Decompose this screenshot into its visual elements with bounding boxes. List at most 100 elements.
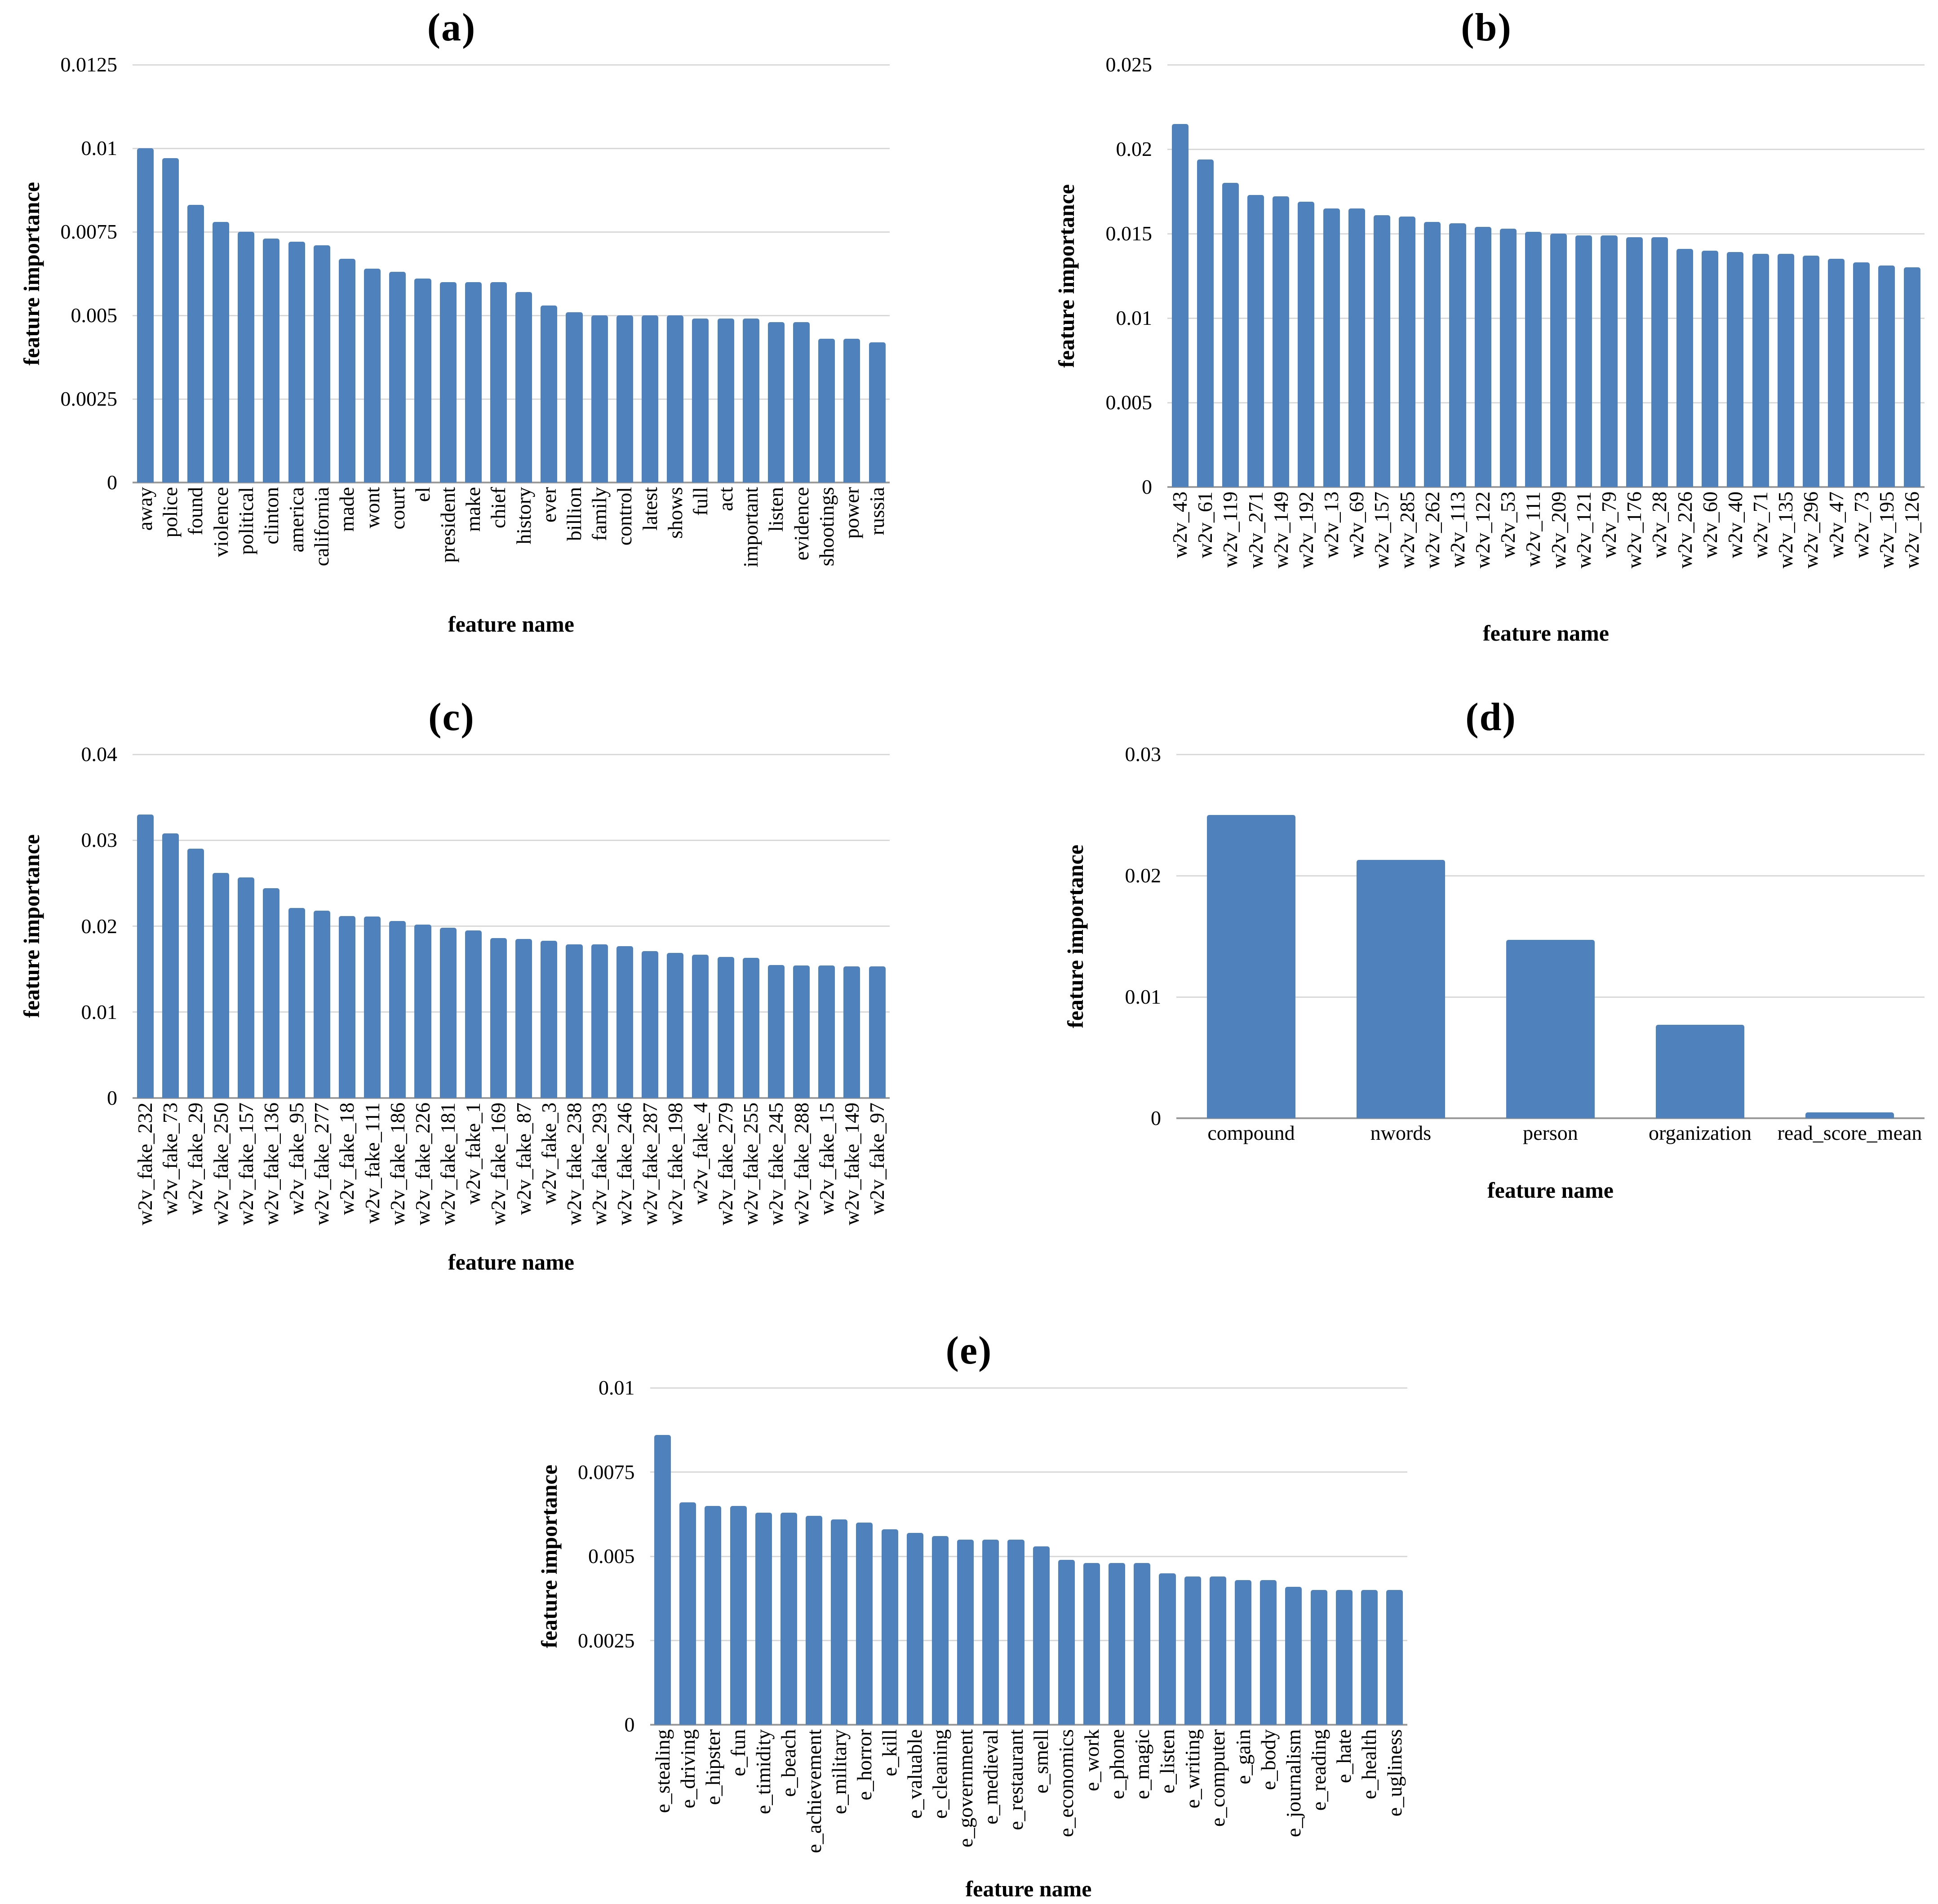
bar-slot: [1698, 65, 1723, 487]
x-tick: w2v_fake_136: [259, 1103, 284, 1225]
bar: [1601, 235, 1618, 487]
x-tick: power: [839, 487, 865, 539]
bar: [1184, 1576, 1201, 1725]
bar-slot: [1369, 65, 1394, 487]
bar-slot: [839, 754, 865, 1098]
x-tick: w2v_43: [1167, 491, 1193, 558]
chart-c-plot-col: w2v_fake_232 w2v_fake_73 w2v_fake_29 w2v_fa…: [133, 753, 890, 1275]
bar: [137, 148, 154, 483]
bar-slot: [183, 65, 208, 483]
x-tick-label: latest: [638, 487, 661, 531]
x-tick: russia: [865, 487, 890, 535]
bar-slot: [1357, 1388, 1382, 1725]
bar: [667, 315, 684, 483]
x-tick-label: w2v_113: [1446, 491, 1469, 568]
y-tick-label: 0: [1151, 1107, 1161, 1129]
bar: [541, 305, 558, 483]
x-tick-label: clinton: [259, 487, 283, 545]
bar: [831, 1519, 848, 1725]
bar: [1777, 254, 1794, 487]
x-tick: w2v_fake_293: [587, 1103, 612, 1225]
bar: [1525, 232, 1542, 487]
bar: [414, 279, 431, 483]
bar: [1083, 1563, 1100, 1725]
x-tick-label: w2v_79: [1597, 491, 1620, 558]
x-tick: w2v_121: [1571, 491, 1597, 568]
bar: [957, 1539, 974, 1725]
y-tick-label: 0.005: [588, 1545, 635, 1567]
bar-slot: [133, 754, 158, 1098]
bar: [881, 1529, 898, 1725]
x-tick: w2v_fake_232: [133, 1103, 158, 1225]
bar: [767, 322, 785, 483]
bar: [1802, 255, 1819, 487]
x-tick-label: billion: [563, 487, 585, 541]
x-tick: e_smell: [1029, 1729, 1054, 1793]
x-tick-label: w2v_71: [1749, 491, 1772, 558]
bar-slot: [1382, 1388, 1407, 1725]
x-tick-label: control: [613, 487, 636, 546]
x-tick-label: w2v_fake_87: [512, 1103, 535, 1215]
x-tick: court: [385, 487, 410, 530]
x-tick: e_reading: [1306, 1729, 1331, 1811]
bar-slot: [1104, 1388, 1130, 1725]
x-tick-label: person: [1523, 1121, 1578, 1144]
x-tick-label: w2v_fake_3: [537, 1103, 560, 1205]
x-tick: e_achievement: [802, 1729, 827, 1853]
x-tick: e_government: [953, 1729, 978, 1847]
bar: [641, 315, 659, 483]
y-tick-label: 0.01: [81, 137, 118, 159]
chart-e-bars: [650, 1388, 1407, 1725]
x-tick-label: important: [739, 487, 763, 567]
x-tick-label: family: [588, 487, 611, 541]
bar: [1209, 1576, 1226, 1725]
bar-slot: [814, 65, 839, 483]
bar-slot: [284, 65, 309, 483]
chart-e-ylabel-col: feature importance: [531, 1388, 567, 1725]
bar-slot: [1597, 65, 1622, 487]
chart-a-bars: [133, 65, 890, 483]
bar-slot: [675, 1388, 701, 1725]
x-tick: w2v_fake_149: [839, 1103, 865, 1225]
bar: [931, 1536, 949, 1725]
y-tick-label: 0.02: [81, 914, 118, 938]
bar: [616, 315, 633, 483]
x-tick-label: w2v_fake_181: [436, 1103, 460, 1226]
bar-slot: [612, 754, 637, 1098]
x-tick: e_journalism: [1281, 1729, 1306, 1837]
x-tick: el: [410, 487, 435, 502]
x-tick: found: [183, 487, 208, 535]
x-tick: full: [688, 487, 713, 516]
x-tick-label: e_kill: [878, 1729, 901, 1776]
x-tick-label: president: [436, 487, 460, 563]
bar-slot: [208, 65, 234, 483]
gridline: [1167, 64, 1925, 66]
bar-slot: [612, 65, 637, 483]
bar-slot: [1899, 65, 1925, 487]
x-tick: w2v_fake_95: [284, 1103, 309, 1215]
x-tick: latest: [637, 487, 662, 531]
chart-a: (a) feature importance 0 0.0025 0.005 0.007…: [13, 8, 890, 637]
x-tick: w2v_40: [1723, 491, 1748, 558]
bar-slot: [208, 754, 234, 1098]
x-tick: away: [133, 487, 158, 531]
bar-slot: [1193, 65, 1218, 487]
x-tick: w2v_176: [1622, 491, 1647, 568]
x-tick: wont: [360, 487, 385, 528]
bar-slot: [537, 754, 562, 1098]
x-tick: violence: [208, 487, 234, 557]
x-tick-label: e_valuable: [903, 1729, 927, 1819]
x-tick: w2v_fake_15: [814, 1103, 839, 1215]
bar: [742, 958, 759, 1098]
x-tick-label: violence: [209, 487, 232, 557]
bar-slot: [587, 754, 612, 1098]
bar: [1752, 254, 1769, 487]
x-tick-label: w2v_fake_293: [588, 1103, 611, 1226]
x-tick-label: wont: [360, 487, 384, 528]
bar-slot: [650, 1388, 675, 1725]
x-tick-label: w2v_226: [1673, 491, 1696, 569]
x-tick: w2v_fake_3: [537, 1103, 562, 1204]
bar: [1575, 235, 1592, 487]
bar: [389, 921, 406, 1098]
x-tick-label: w2v_157: [1370, 491, 1393, 569]
